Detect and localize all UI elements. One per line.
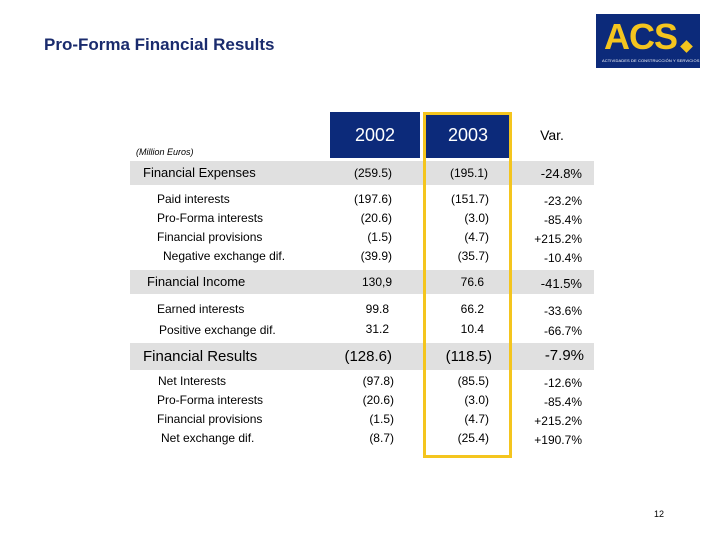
row-label: Paid interests: [157, 192, 230, 206]
cell-2002: (39.9): [360, 249, 392, 263]
results-2003: (118.5): [445, 348, 492, 365]
row-label: Negative exchange dif.: [163, 249, 286, 263]
cell-var: -85.4%: [543, 395, 582, 409]
cell-2003: (25.4): [457, 431, 489, 445]
expenses-2002: (259.5): [353, 166, 392, 180]
income-2002: 130,9: [361, 275, 392, 289]
logo-diamond-icon: [680, 40, 693, 53]
cell-2002: (1.5): [367, 230, 392, 244]
page-number: 12: [654, 509, 665, 519]
band-financial-results: [130, 343, 594, 370]
header-2002: 2002: [330, 112, 420, 158]
row-label: Net exchange dif.: [161, 431, 255, 445]
row-label: Earned interests: [157, 302, 245, 316]
cell-var: +215.2%: [534, 232, 582, 246]
row-label: Net Interests: [158, 374, 227, 388]
cell-2002: (20.6): [362, 393, 394, 407]
results-var: -7.9%: [544, 347, 584, 364]
cell-2002: 99.8: [365, 302, 389, 316]
section-label-results: Financial Results: [143, 348, 258, 365]
cell-var: -12.6%: [543, 376, 582, 390]
acs-logo: ACS ACTIVIDADES DE CONSTRUCCIÓN Y SERVIC…: [596, 14, 700, 68]
band-financial-income: [130, 270, 594, 294]
page-title: Pro-Forma Financial Results: [44, 35, 275, 54]
expenses-2003: (195.1): [449, 166, 488, 180]
cell-var: +190.7%: [534, 433, 582, 447]
cell-2003: (35.7): [457, 249, 489, 263]
cell-2003: (4.7): [464, 412, 489, 426]
highlight-2003-column: [423, 112, 512, 458]
row-label: Positive exchange dif.: [159, 323, 276, 337]
cell-2003: (85.5): [457, 374, 489, 388]
cell-var: -66.7%: [543, 324, 582, 338]
header-2003: 2003: [426, 112, 510, 158]
row-label: Pro-Forma interests: [157, 393, 264, 407]
income-2003: 76.6: [460, 275, 484, 289]
units-label: (Million Euros): [136, 147, 194, 157]
cell-2002: 31.2: [365, 322, 389, 336]
section-label-expenses: Financial Expenses: [143, 165, 256, 180]
row-label: Financial provisions: [157, 230, 263, 244]
cell-var: +215.2%: [534, 414, 582, 428]
cell-2003: (3.0): [464, 393, 489, 407]
cell-2003: (3.0): [464, 211, 489, 225]
header-var: Var.: [540, 127, 564, 143]
section-label-income: Financial Income: [147, 274, 246, 289]
cell-2003: (151.7): [450, 192, 489, 206]
cell-2002: (1.5): [369, 412, 394, 426]
cell-2002: (8.7): [369, 431, 394, 445]
logo-text: ACS: [604, 16, 678, 57]
cell-2003: 10.4: [460, 322, 484, 336]
income-var: -41.5%: [540, 276, 582, 291]
cell-2002: (97.8): [362, 374, 394, 388]
expenses-var: -24.8%: [540, 166, 582, 181]
cell-2002: (197.6): [353, 192, 392, 206]
cell-2003: (4.7): [464, 230, 489, 244]
cell-2003: 66.2: [460, 302, 484, 316]
cell-var: -10.4%: [543, 251, 582, 265]
results-2002: (128.6): [344, 348, 392, 365]
cell-var: -23.2%: [543, 194, 582, 208]
row-label: Financial provisions: [157, 412, 263, 426]
band-financial-expenses: [130, 161, 594, 185]
row-label: Pro-Forma interests: [157, 211, 264, 225]
cell-2002: (20.6): [360, 211, 392, 225]
cell-var: -85.4%: [543, 213, 582, 227]
cell-var: -33.6%: [543, 304, 582, 318]
logo-subtitle: ACTIVIDADES DE CONSTRUCCIÓN Y SERVICIOS: [602, 58, 700, 63]
